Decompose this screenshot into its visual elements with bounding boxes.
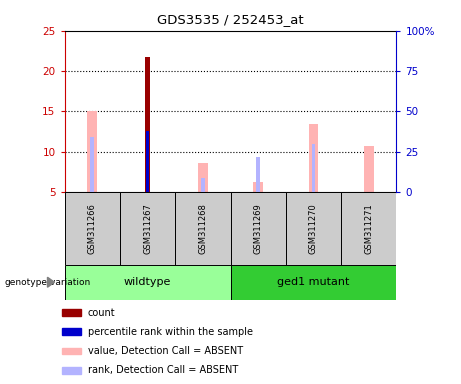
FancyBboxPatch shape <box>65 192 120 265</box>
Text: GSM311266: GSM311266 <box>88 203 97 254</box>
Bar <box>62 328 81 335</box>
Bar <box>201 178 205 192</box>
Text: GSM311268: GSM311268 <box>198 203 207 254</box>
Text: GSM311270: GSM311270 <box>309 203 318 254</box>
Bar <box>253 182 263 192</box>
FancyBboxPatch shape <box>341 192 396 265</box>
Text: count: count <box>88 308 115 318</box>
Bar <box>146 131 149 192</box>
Bar <box>90 137 94 192</box>
Bar <box>62 367 81 374</box>
Bar <box>145 57 150 192</box>
Bar <box>87 111 97 192</box>
Bar <box>308 124 319 192</box>
Text: genotype/variation: genotype/variation <box>5 278 91 287</box>
FancyBboxPatch shape <box>120 192 175 265</box>
Text: percentile rank within the sample: percentile rank within the sample <box>88 327 253 337</box>
Text: ged1 mutant: ged1 mutant <box>278 277 349 287</box>
FancyBboxPatch shape <box>65 265 230 300</box>
Text: GSM311269: GSM311269 <box>254 203 263 254</box>
Bar <box>62 309 81 316</box>
FancyBboxPatch shape <box>286 192 341 265</box>
Bar <box>312 144 315 192</box>
Text: value, Detection Call = ABSENT: value, Detection Call = ABSENT <box>88 346 243 356</box>
Bar <box>256 157 260 192</box>
Text: wildtype: wildtype <box>124 277 171 287</box>
Text: GSM311267: GSM311267 <box>143 203 152 254</box>
FancyBboxPatch shape <box>175 192 230 265</box>
Text: GDS3535 / 252453_at: GDS3535 / 252453_at <box>157 13 304 26</box>
Bar <box>198 163 208 192</box>
Bar <box>364 146 374 192</box>
Bar <box>62 348 81 354</box>
FancyBboxPatch shape <box>230 192 286 265</box>
Text: rank, Detection Call = ABSENT: rank, Detection Call = ABSENT <box>88 365 238 375</box>
Bar <box>146 131 149 192</box>
Text: GSM311271: GSM311271 <box>364 203 373 254</box>
FancyBboxPatch shape <box>230 265 396 300</box>
